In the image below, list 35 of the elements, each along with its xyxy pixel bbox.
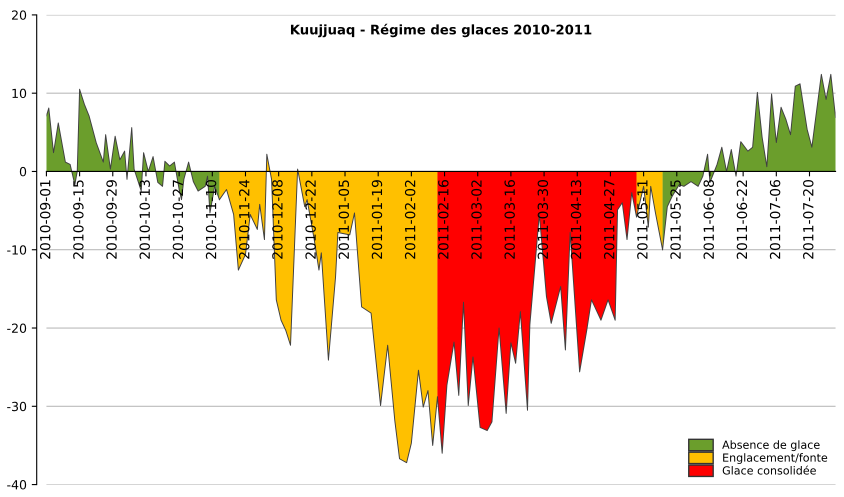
x-tick-label: 2011-03-02: [471, 180, 482, 259]
x-tick-label: 2011-04-27: [604, 180, 614, 259]
x-tick-label: 2011-07-06: [770, 180, 780, 259]
x-tick-label: 2011-05-11: [637, 180, 648, 259]
x-tick-label: 2010-11-24: [239, 180, 250, 259]
x-tick-label: 2010-10-27: [172, 180, 184, 259]
y-tick-label: -30: [7, 402, 26, 412]
legend-label: Glace consolidée: [722, 466, 816, 475]
x-tick-label: 2010-09-15: [73, 180, 84, 259]
text: Kuujjuaq - Régime des glaces 2010-2011: [290, 24, 592, 38]
x-tick-label: 2010-09-01: [40, 180, 50, 259]
x-tick-label: 2010-12-08: [272, 180, 283, 259]
x-tick-label: 2010-12-22: [305, 180, 316, 259]
legend-label: Absence de glace: [722, 440, 820, 452]
x-tick-label: 2011-03-16: [504, 180, 515, 259]
x-tick-label: 2011-07-20: [803, 180, 814, 259]
x-tick-label: 2011-02-02: [404, 180, 416, 259]
x-tick-label: 2010-09-29: [106, 180, 117, 259]
x-tick-label: 2011-02-16: [438, 180, 449, 259]
y-tick-label: -20: [7, 323, 26, 333]
x-tick-label: 2011-03-30: [538, 180, 548, 259]
x-tick-label: 2011-04-13: [570, 180, 582, 259]
y-tick-label: 20: [12, 10, 26, 20]
y-tick-label: -40: [7, 480, 26, 490]
x-tick-label: 2010-10-13: [139, 180, 150, 259]
y-tick-label: -10: [7, 245, 26, 255]
x-tick-label: 2010-11-10: [206, 180, 216, 259]
x-tick-label: 2011-06-08: [703, 180, 714, 259]
x-tick-label: 2011-01-19: [372, 180, 382, 259]
y-tick-label: 10: [12, 88, 26, 98]
x-tick-label: 2011-06-22: [736, 180, 748, 259]
legend-label: Englacement/fonte: [723, 453, 828, 464]
y-tick-label: 0: [20, 166, 26, 176]
x-tick-label: 2011-01-05: [338, 180, 350, 259]
x-tick-label: 2011-05-25: [670, 180, 681, 259]
